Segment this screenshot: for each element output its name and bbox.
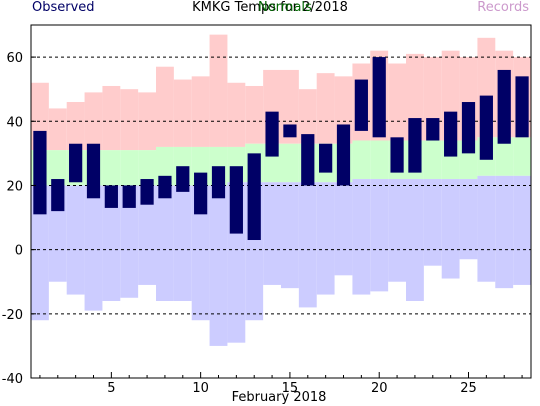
record-low-band [298, 182, 317, 308]
normal-band [352, 140, 371, 180]
record-high-band [388, 63, 406, 141]
y-tick-label: 0 [15, 244, 23, 259]
record-low-band [441, 179, 460, 279]
x-tick-label: 15 [282, 381, 299, 396]
record-low-band [334, 182, 353, 276]
observed-bar [265, 111, 279, 157]
normal-band [138, 150, 156, 186]
observed-bar [33, 130, 47, 215]
observed-bar [336, 124, 351, 186]
record-high-band [245, 85, 264, 144]
y-tick-label: 40 [6, 115, 23, 130]
y-tick-label: 60 [6, 51, 23, 66]
record-low-band [388, 179, 406, 282]
y-tick-label: 20 [6, 179, 23, 194]
observed-bar [408, 118, 422, 173]
observed-bar [515, 76, 529, 138]
normal-band [48, 150, 67, 186]
record-low-band [495, 175, 514, 289]
observed-bar [319, 143, 333, 173]
observed-bar [461, 102, 476, 154]
normal-band [513, 137, 531, 176]
record-high-band [102, 85, 121, 151]
record-low-band [316, 182, 335, 295]
record-low-band [66, 185, 85, 295]
record-high-band [120, 89, 139, 151]
record-high-band [209, 34, 228, 147]
observed-bar [372, 57, 386, 138]
observed-bar [51, 179, 65, 212]
record-low-band [513, 175, 531, 285]
observed-bar [426, 118, 440, 141]
record-low-band [31, 185, 49, 321]
x-tick-label: 25 [460, 381, 477, 396]
observed-bar [444, 111, 458, 157]
record-low-band [102, 185, 121, 301]
x-axis-label: February 2018 [231, 390, 327, 405]
record-high-band [316, 73, 335, 144]
observed-bar [122, 185, 136, 208]
y-tick-label: -20 [2, 308, 23, 323]
record-low-band [352, 179, 371, 295]
legend-normals: Normals [258, 0, 312, 15]
observed-bar [194, 172, 208, 215]
record-low-band [406, 179, 424, 301]
x-tick-label: 10 [192, 381, 209, 396]
record-high-band [191, 76, 210, 147]
record-high-band [156, 66, 174, 147]
observed-bar [140, 179, 154, 205]
record-low-band [156, 185, 174, 301]
x-tick-label: 20 [371, 381, 388, 396]
legend-observed: Observed [32, 0, 95, 15]
record-high-band [173, 79, 192, 147]
record-low-band [281, 182, 299, 289]
observed-bar [283, 124, 297, 138]
record-low-band [138, 185, 156, 285]
observed-bar [301, 134, 315, 186]
normal-band [423, 140, 442, 180]
record-low-band [173, 185, 192, 301]
normal-band [102, 150, 121, 186]
normal-band [495, 137, 514, 176]
observed-bar [69, 143, 83, 183]
observed-bar [176, 166, 190, 192]
record-low-band [84, 185, 103, 311]
observed-bar [229, 166, 243, 234]
observed-bar [211, 166, 226, 199]
legend-records: Records [477, 0, 529, 15]
observed-bar [479, 95, 493, 160]
observed-bar [104, 185, 118, 208]
record-high-band [227, 82, 246, 147]
chart-title: KMKG Temps for 2/2018 [192, 0, 348, 15]
observed-bar [86, 143, 101, 199]
record-low-band [423, 179, 442, 266]
record-low-band [191, 185, 210, 321]
record-low-band [209, 185, 228, 346]
plot-frame [30, 24, 532, 379]
record-high-band [66, 102, 85, 151]
record-low-band [477, 175, 496, 282]
record-high-band [298, 89, 317, 144]
observed-bar [247, 153, 261, 241]
x-tick-label: 5 [107, 381, 115, 396]
observed-bar [354, 79, 368, 131]
observed-bar [497, 69, 511, 144]
record-low-band [263, 182, 281, 285]
observed-bar [158, 175, 172, 199]
record-low-band [120, 185, 139, 298]
y-tick-label: -40 [2, 372, 23, 387]
record-low-band [459, 179, 478, 260]
record-high-band [48, 108, 67, 151]
normal-band [120, 150, 139, 186]
normal-band [281, 143, 299, 183]
record-low-band [370, 179, 389, 292]
normal-band [370, 140, 389, 180]
observed-bar [390, 137, 404, 173]
